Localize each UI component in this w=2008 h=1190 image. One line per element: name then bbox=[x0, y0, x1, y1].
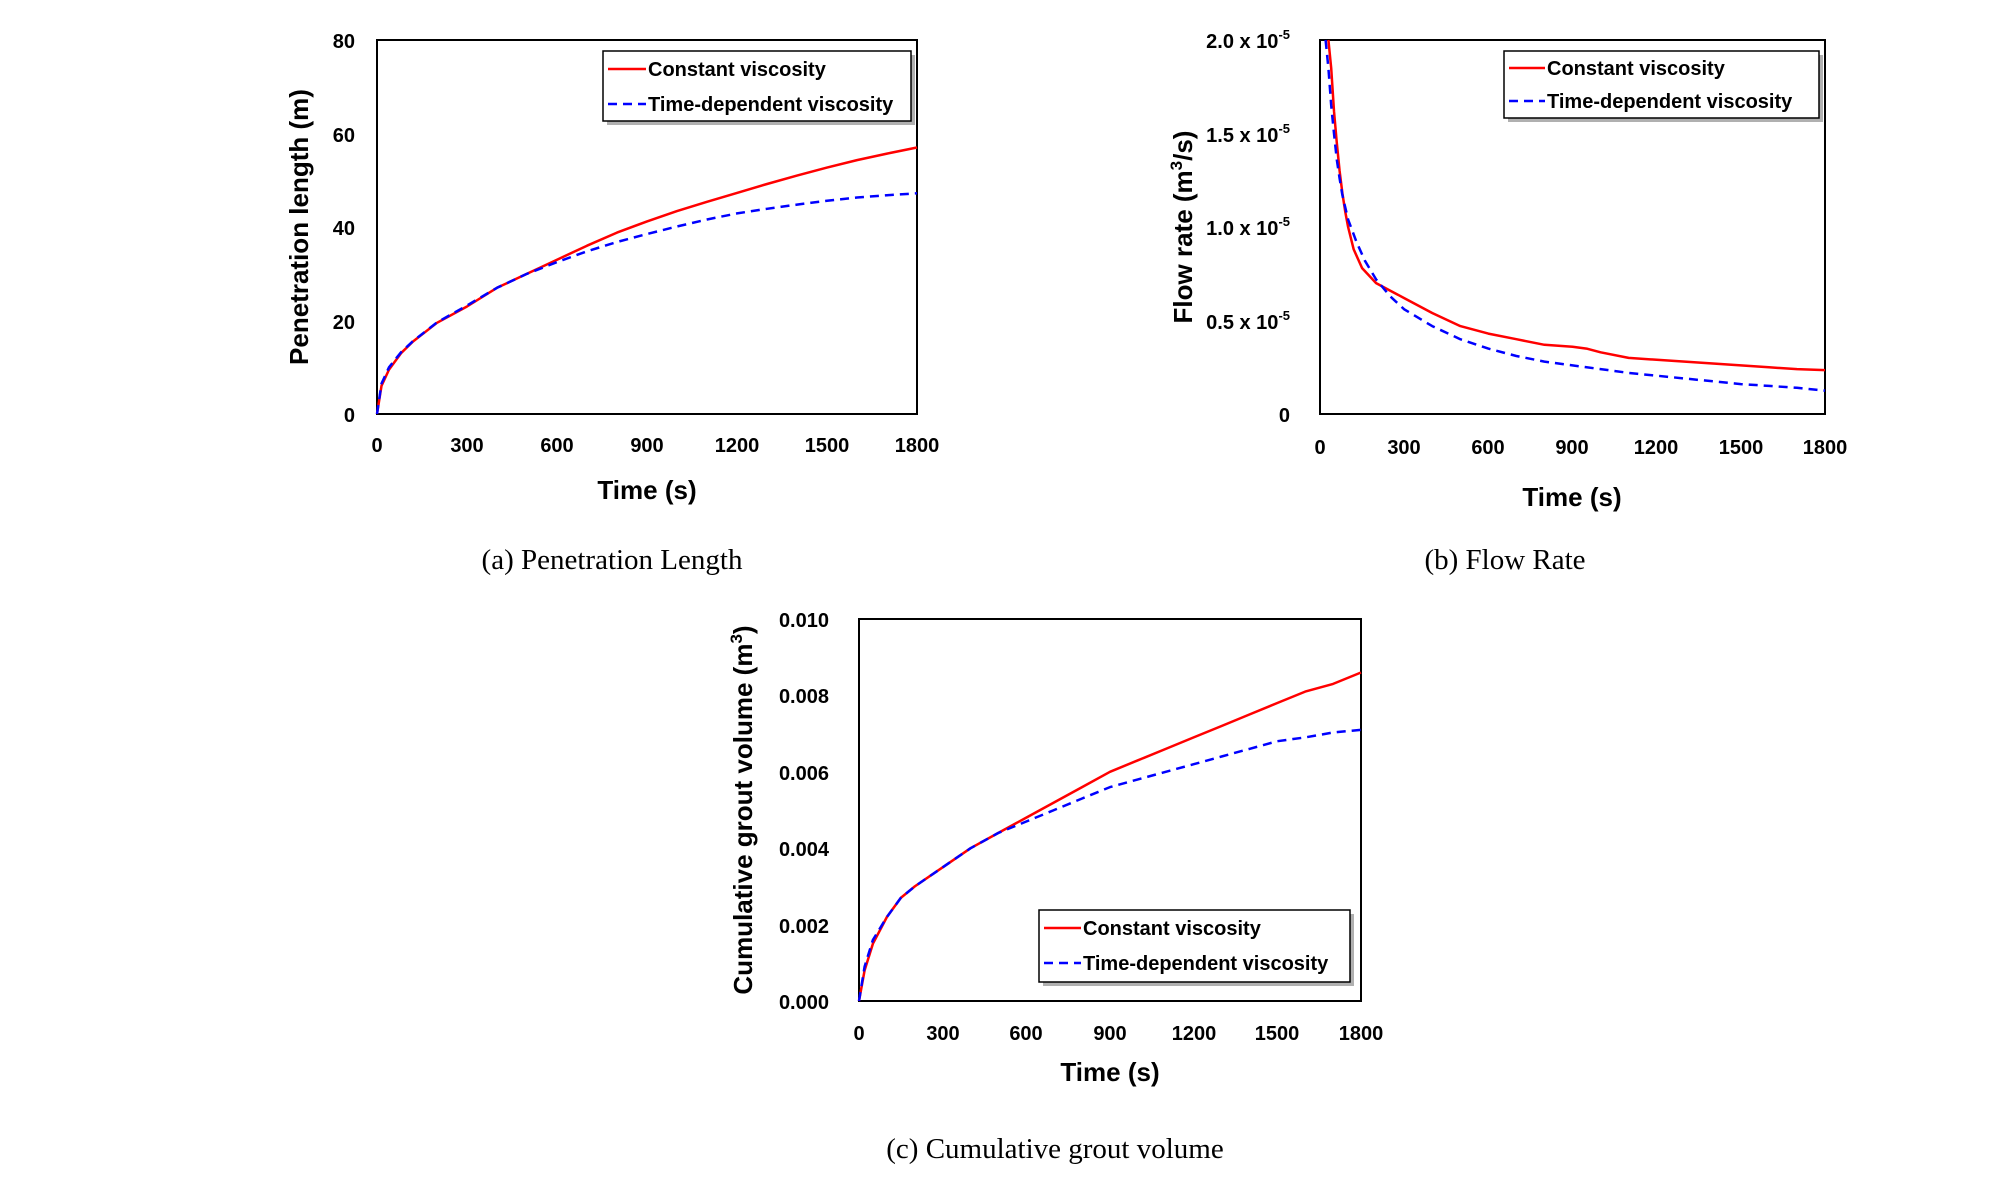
y-tick-labels: 80 60 40 20 0 bbox=[333, 31, 355, 427]
series-line-constant-viscosity bbox=[857, 671, 1362, 1002]
y-tick-label: 0.002 bbox=[779, 916, 829, 938]
legend-box bbox=[1503, 50, 1820, 119]
y-tick-exponent: -5 bbox=[1278, 308, 1290, 323]
y-tick-label: 80 bbox=[333, 31, 355, 53]
x-tick-labels: 0 300 600 900 1200 1500 1800 bbox=[1314, 437, 1847, 459]
panel-c: 0.010 0.008 0.006 0.004 0.002 0.000 0 30… bbox=[727, 610, 1383, 1165]
y-tick-exponent: -5 bbox=[1278, 27, 1290, 42]
x-tick-label: 900 bbox=[1093, 1023, 1126, 1045]
panel-b: 2.0 x 10-5 1.5 x 10-5 1.0 x 10-5 0.5 x 1… bbox=[1167, 27, 1847, 576]
y-tick-mantissa: 0.5 x 10 bbox=[1206, 312, 1278, 334]
caption-b: (b) Flow Rate bbox=[1424, 544, 1585, 576]
series-line-time-dependent-viscosity bbox=[375, 192, 918, 415]
y-tick-label: 0.010 bbox=[779, 610, 829, 632]
y-tick-label: 0.008 bbox=[779, 686, 829, 708]
y-tick-label: 40 bbox=[333, 218, 355, 240]
legend: Constant viscosity Time-dependent viscos… bbox=[1503, 50, 1823, 122]
legend-label-time-dependent: Time-dependent viscosity bbox=[1547, 91, 1793, 113]
legend-box bbox=[602, 50, 912, 122]
legend-label-time-dependent: Time-dependent viscosity bbox=[648, 94, 894, 116]
y-axis-label-superscript: 3 bbox=[1167, 161, 1186, 170]
y-tick-label: 20 bbox=[333, 312, 355, 334]
x-axis-label: Time (s) bbox=[1060, 1057, 1159, 1087]
y-axis-label-tail: /s) bbox=[1168, 131, 1198, 161]
x-tick-label: 300 bbox=[1387, 437, 1420, 459]
y-axis-label-main: Cumulative grout volume (m bbox=[728, 644, 758, 995]
panel-a: 80 60 40 20 0 0 300 600 900 1200 1500 18… bbox=[284, 31, 939, 576]
y-tick-label: 1.0 x 10-5 bbox=[1206, 214, 1290, 240]
x-tick-label: 1200 bbox=[1172, 1023, 1217, 1045]
series-line-constant-viscosity bbox=[375, 146, 918, 415]
series-group bbox=[857, 671, 1362, 1002]
legend-label-constant: Constant viscosity bbox=[1083, 918, 1262, 940]
y-tick-exponent: -5 bbox=[1278, 214, 1290, 229]
y-tick-label: 0 bbox=[344, 405, 355, 427]
series-group bbox=[375, 146, 918, 415]
x-tick-labels: 0 300 600 900 1200 1500 1800 bbox=[853, 1023, 1383, 1045]
x-tick-label: 300 bbox=[450, 435, 483, 457]
y-tick-label: 0.006 bbox=[779, 763, 829, 785]
legend-label-constant: Constant viscosity bbox=[1547, 58, 1726, 80]
x-tick-label: 900 bbox=[630, 435, 663, 457]
y-tick-mantissa: 1.0 x 10 bbox=[1206, 218, 1278, 240]
x-tick-label: 1200 bbox=[1634, 437, 1679, 459]
legend-label-constant: Constant viscosity bbox=[648, 59, 827, 81]
caption-a: (a) Penetration Length bbox=[482, 544, 743, 576]
x-tick-label: 1500 bbox=[1719, 437, 1764, 459]
y-tick-labels: 2.0 x 10-5 1.5 x 10-5 1.0 x 10-5 0.5 x 1… bbox=[1206, 27, 1290, 427]
legend: Constant viscosity Time-dependent viscos… bbox=[1038, 909, 1354, 986]
y-tick-label: 0.000 bbox=[779, 992, 829, 1014]
y-tick-label: 0.004 bbox=[779, 839, 830, 861]
x-tick-label: 0 bbox=[371, 435, 382, 457]
plot-frame bbox=[1319, 39, 1826, 415]
x-tick-label: 600 bbox=[1009, 1023, 1042, 1045]
x-tick-label: 1500 bbox=[1255, 1023, 1300, 1045]
x-tick-label: 1800 bbox=[1339, 1023, 1384, 1045]
y-tick-labels: 0.010 0.008 0.006 0.004 0.002 0.000 bbox=[779, 610, 830, 1014]
plot-frame bbox=[376, 39, 918, 415]
y-tick-label: 0 bbox=[1279, 405, 1290, 427]
x-tick-label: 600 bbox=[1471, 437, 1504, 459]
y-tick-label: 0.5 x 10-5 bbox=[1206, 308, 1290, 334]
x-tick-label: 1200 bbox=[715, 435, 760, 457]
x-tick-label: 0 bbox=[1314, 437, 1325, 459]
y-axis-label: Flow rate (m3/s) bbox=[1167, 131, 1198, 324]
x-axis-label: Time (s) bbox=[597, 475, 696, 505]
y-tick-mantissa: 1.5 x 10 bbox=[1206, 125, 1278, 147]
x-tick-label: 900 bbox=[1555, 437, 1588, 459]
y-tick-exponent: -5 bbox=[1278, 121, 1290, 136]
caption-c: (c) Cumulative grout volume bbox=[886, 1133, 1223, 1165]
legend-label-time-dependent: Time-dependent viscosity bbox=[1083, 953, 1329, 975]
x-axis-label: Time (s) bbox=[1522, 482, 1621, 512]
x-tick-label: 1500 bbox=[805, 435, 850, 457]
x-tick-label: 600 bbox=[540, 435, 573, 457]
x-tick-labels: 0 300 600 900 1200 1500 1800 bbox=[371, 435, 939, 457]
series-line-time-dependent-viscosity bbox=[1324, 39, 1826, 392]
x-tick-label: 1800 bbox=[1803, 437, 1848, 459]
x-tick-label: 1800 bbox=[895, 435, 940, 457]
x-tick-label: 300 bbox=[926, 1023, 959, 1045]
series-line-time-dependent-viscosity bbox=[857, 728, 1362, 1002]
legend-box bbox=[1038, 909, 1351, 983]
y-axis-label-superscript: 3 bbox=[727, 634, 746, 643]
x-tick-label: 0 bbox=[853, 1023, 864, 1045]
y-axis-label: Penetration length (m) bbox=[284, 89, 314, 365]
plot-frame bbox=[858, 618, 1362, 1002]
y-tick-label: 2.0 x 10-5 bbox=[1206, 27, 1290, 53]
y-tick-mantissa: 2.0 x 10 bbox=[1206, 31, 1278, 53]
y-axis-label-tail: ) bbox=[728, 625, 758, 634]
y-tick-label: 1.5 x 10-5 bbox=[1206, 121, 1290, 147]
legend: Constant viscosity Time-dependent viscos… bbox=[602, 50, 915, 125]
y-axis-label-main: Flow rate (m bbox=[1168, 170, 1198, 323]
y-axis-label: Cumulative grout volume (m3) bbox=[727, 625, 758, 994]
series-group bbox=[1324, 39, 1826, 392]
series-line-constant-viscosity bbox=[1327, 39, 1826, 372]
y-tick-label: 60 bbox=[333, 125, 355, 147]
